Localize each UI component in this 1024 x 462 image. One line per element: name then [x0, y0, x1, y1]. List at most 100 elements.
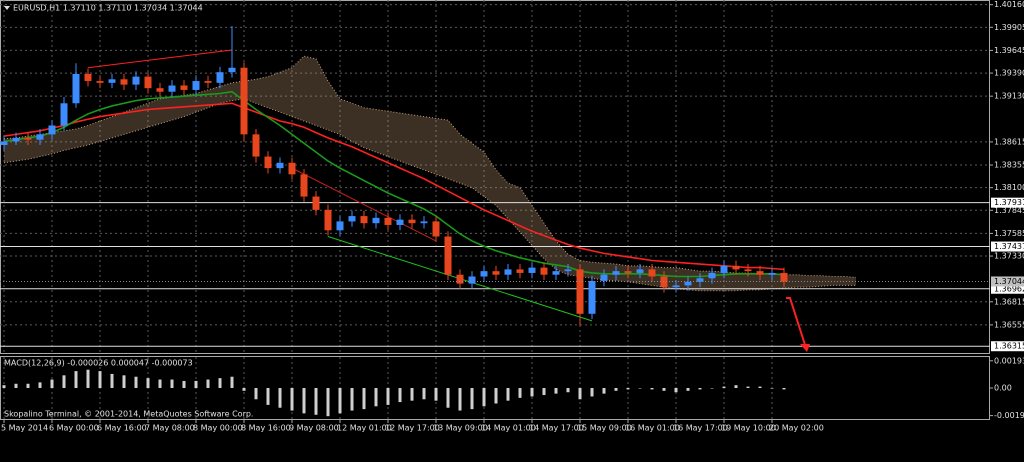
macd-bar — [434, 388, 438, 401]
candle-body — [48, 125, 56, 135]
macd-bar — [662, 388, 666, 391]
candle-body — [420, 221, 428, 224]
x-tick-label: 12 May 17:00 — [385, 424, 440, 433]
level-label: 1.36315 — [994, 342, 1024, 351]
candle-body — [264, 156, 272, 169]
main-panel-frame — [0, 0, 990, 354]
candle-body — [492, 271, 500, 275]
macd-title: MACD(12,26,9) -0.000026 0.000047 -0.0000… — [4, 359, 193, 368]
macd-bar — [266, 388, 270, 405]
candle-body — [552, 271, 560, 275]
candle-body — [24, 137, 32, 140]
y-tick-label: 1.39905 — [994, 23, 1024, 32]
candle-body — [0, 141, 8, 146]
x-tick-label: 7 May 08:00 — [145, 424, 195, 433]
macd-bar — [602, 388, 606, 394]
candle-body — [396, 219, 404, 225]
level-label: 1.37931 — [994, 198, 1024, 207]
forecast-arrow — [786, 297, 807, 349]
candle-body — [228, 67, 236, 73]
candle-body — [84, 73, 92, 82]
candle-body — [480, 271, 488, 277]
macd-bar — [122, 375, 126, 388]
candle-body — [564, 269, 572, 272]
macd-bar — [302, 388, 306, 414]
macd-bar — [26, 383, 30, 388]
y-tick-label: 1.37845 — [994, 206, 1024, 215]
level-label: 1.37437 — [994, 242, 1024, 251]
y-tick-label: 1.37585 — [994, 229, 1024, 238]
candle-body — [108, 79, 116, 83]
macd-bar — [698, 388, 702, 390]
macd-bar — [350, 388, 354, 411]
x-tick-label: 8 May 16:00 — [241, 424, 291, 433]
macd-bar — [278, 388, 282, 408]
forecast-arrow-head — [800, 344, 810, 352]
candle-body — [348, 216, 356, 222]
trendline — [87, 49, 233, 69]
moving-average — [3, 102, 785, 271]
y-tick-label: -0.00196 — [994, 411, 1024, 420]
macd-bar — [566, 388, 570, 393]
x-tick-label: 8 May 00:00 — [193, 424, 243, 433]
macd-bar — [398, 388, 402, 403]
x-tick-label: 15 May 09:00 — [577, 424, 632, 433]
symbol-menu-icon[interactable] — [4, 6, 10, 10]
candle-body — [132, 76, 140, 85]
x-tick-label: 6 May 00:00 — [49, 424, 99, 433]
cloud-edge — [3, 98, 856, 292]
macd-bar — [242, 388, 246, 391]
y-tick-label: 1.38615 — [994, 137, 1024, 146]
macd-bar — [230, 376, 234, 388]
level-label-box — [991, 341, 1024, 352]
macd-bar — [386, 388, 390, 405]
macd-bar — [206, 379, 210, 388]
candle-body — [72, 73, 80, 104]
macd-bar — [746, 386, 750, 388]
macd-bar — [578, 388, 582, 400]
candle-body — [444, 236, 452, 275]
macd-bar — [722, 386, 726, 388]
x-tick-label: 16 May 01:00 — [625, 424, 680, 433]
macd-bar — [374, 388, 378, 407]
y-tick-label: 0.00 — [994, 384, 1012, 393]
macd-bar — [110, 373, 114, 388]
macd-bar — [338, 388, 342, 414]
x-tick-label: 5 May 2014 — [1, 424, 48, 433]
y-tick-label: 1.36555 — [994, 320, 1024, 329]
candle-body — [588, 280, 596, 314]
cloud-edge — [3, 55, 857, 278]
x-tick-label: 14 May 17:00 — [529, 424, 584, 433]
x-tick-label: 6 May 16:00 — [97, 424, 147, 433]
macd-bar — [290, 388, 294, 411]
macd-bar — [494, 388, 498, 404]
y-tick-label: 1.39645 — [994, 46, 1024, 55]
plot-layer: 5 May 2014 6 May 00:006 May 16:007 May 08… — [0, 0, 1024, 433]
candle-body — [384, 217, 392, 225]
candle-body — [636, 269, 644, 273]
x-tick-label: 14 May 01:00 — [481, 424, 536, 433]
candle-body — [528, 267, 536, 273]
macd-bar — [518, 388, 522, 398]
macd-bar — [14, 383, 18, 388]
candle-body — [456, 274, 464, 284]
x-tick-label: 16 May 17:00 — [673, 424, 728, 433]
macd-bar — [182, 380, 186, 388]
macd-bar — [470, 388, 474, 410]
macd-bar — [194, 380, 198, 388]
candle-body — [120, 79, 128, 85]
candle-body — [672, 285, 680, 288]
candle-body — [96, 81, 104, 83]
macd-bar — [134, 376, 138, 388]
candle-body — [36, 134, 44, 140]
macd-bar — [2, 385, 6, 388]
candle-body — [468, 276, 476, 284]
macd-bar — [530, 388, 534, 397]
candle-body — [756, 271, 764, 275]
candle-body — [576, 269, 584, 314]
macd-bar — [62, 375, 66, 388]
macd-bar — [686, 388, 690, 391]
candle-body — [156, 88, 164, 92]
candle-body — [252, 134, 260, 157]
